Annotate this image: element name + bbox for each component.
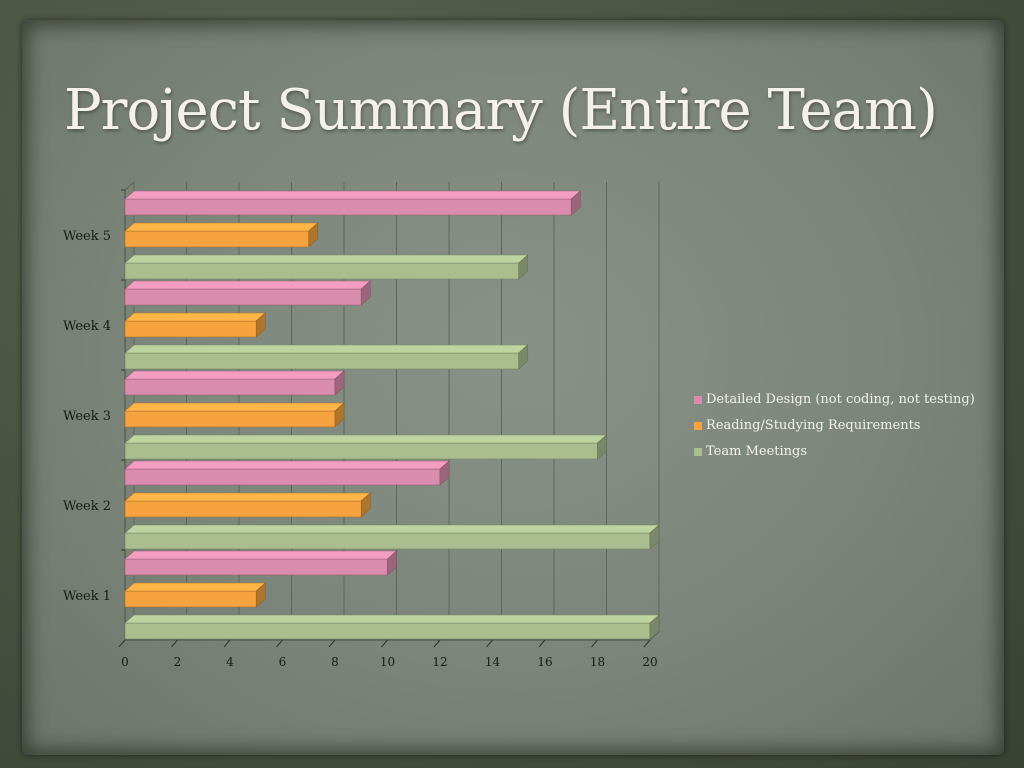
bar-top	[124, 434, 608, 444]
bar-top	[124, 280, 372, 290]
x-tick-label: 16	[537, 655, 552, 669]
x-tick-label: 8	[331, 655, 339, 669]
x-tick	[538, 639, 546, 648]
bar-end	[518, 254, 529, 280]
bar-top	[124, 492, 372, 502]
x-tick-label: 12	[432, 655, 447, 669]
bar-end	[570, 190, 581, 216]
bar-top	[124, 402, 345, 412]
bar	[124, 198, 572, 216]
x-tick	[171, 639, 178, 648]
bar	[124, 352, 520, 370]
x-tick	[486, 639, 493, 648]
bar	[124, 288, 362, 306]
bar	[124, 500, 362, 518]
x-tick	[118, 639, 126, 648]
legend-swatch	[694, 396, 702, 404]
chart-labels: Week 1 Week 2 Week 3 Week 4 Week 5 0 2 4 6 8 10 12 1…	[63, 229, 658, 669]
bar-top	[124, 524, 660, 534]
x-tick	[223, 639, 231, 648]
bar	[124, 468, 441, 486]
legend-item: Detailed Design (not coding, not testing…	[694, 392, 975, 418]
bar	[124, 262, 520, 280]
x-tick-label: 18	[590, 655, 605, 669]
x-tick-label: 2	[174, 655, 182, 669]
y-tick-label: Week 1	[63, 589, 111, 604]
legend-item: Team Meetings	[694, 444, 975, 470]
legend-label: Detailed Design (not coding, not testing…	[706, 392, 975, 407]
bar-end	[649, 524, 660, 550]
x-tick-label: 0	[121, 655, 129, 669]
x-tick	[433, 639, 441, 648]
legend-label: Reading/Studying Requirements	[706, 418, 921, 433]
bar	[124, 230, 310, 248]
bar-top	[124, 190, 582, 200]
y-tick-label: Week 4	[63, 319, 111, 334]
bar-end	[360, 492, 371, 518]
x-tick	[591, 639, 598, 648]
bar-top	[124, 254, 529, 264]
gridline-floor	[649, 631, 660, 641]
bar-end	[387, 550, 397, 576]
x-tick-label: 10	[380, 655, 395, 669]
bar-top	[124, 460, 450, 470]
bar-top	[124, 222, 319, 232]
chart-bars	[124, 190, 660, 640]
bar-end	[334, 402, 345, 428]
x-tick	[276, 639, 283, 648]
legend-item: Reading/Studying Requirements	[694, 418, 975, 444]
y-tick-label: Week 2	[63, 499, 111, 514]
bar	[124, 622, 651, 640]
bar-end	[255, 582, 266, 608]
bar-end	[649, 614, 660, 640]
bar-end	[255, 312, 266, 338]
bar	[124, 378, 336, 396]
x-tick	[643, 639, 651, 648]
x-tick-label: 20	[642, 655, 657, 669]
bar-end	[518, 344, 529, 370]
bar-top	[124, 312, 267, 322]
x-tick	[328, 639, 336, 648]
bar-top	[124, 550, 398, 560]
bar-end	[597, 434, 607, 460]
bar	[124, 558, 388, 576]
x-tick-label: 6	[279, 655, 287, 669]
bar	[124, 442, 598, 460]
x-tick-label: 14	[485, 655, 501, 669]
chart-legend: Detailed Design (not coding, not testing…	[694, 392, 975, 470]
legend-swatch	[694, 448, 702, 456]
bar	[124, 532, 651, 550]
bar-top	[124, 614, 660, 624]
bar-end	[308, 222, 319, 248]
bar	[124, 320, 257, 338]
bar-top	[124, 344, 529, 354]
bar-top	[124, 582, 267, 592]
bar	[124, 590, 257, 608]
legend-label: Team Meetings	[706, 444, 808, 459]
bar-end	[360, 280, 371, 306]
y-tick-label: Week 3	[63, 409, 111, 424]
bar-end	[439, 460, 450, 486]
legend-swatch	[694, 422, 702, 430]
x-tick	[381, 639, 388, 648]
x-tick-label: 4	[226, 655, 234, 669]
bar-top	[124, 370, 345, 380]
bar	[124, 410, 336, 428]
slide-title: Project Summary (Entire Team)	[64, 78, 938, 143]
y-tick-label: Week 5	[63, 229, 111, 244]
bar-end	[334, 370, 345, 396]
